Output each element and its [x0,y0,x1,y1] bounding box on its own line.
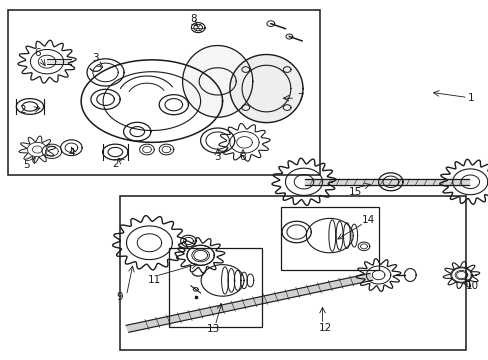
Text: 12: 12 [318,323,331,333]
Text: 13: 13 [207,324,220,334]
Text: 10: 10 [465,281,478,291]
Text: 6: 6 [239,152,246,162]
Text: 4: 4 [68,148,75,158]
Text: 5: 5 [22,159,29,170]
Text: 8: 8 [190,14,196,24]
Bar [281,207,378,270]
Polygon shape [126,273,372,332]
Text: 14: 14 [362,215,375,225]
Text: 11: 11 [147,275,161,285]
Text: 15: 15 [348,187,361,197]
Polygon shape [182,45,252,117]
Text: 9: 9 [117,292,123,302]
Text: 3: 3 [214,152,221,162]
Bar [168,248,261,327]
Text: 2: 2 [20,105,26,115]
Text: 2: 2 [112,159,119,169]
Polygon shape [229,54,303,123]
Text: 7: 7 [297,93,303,103]
Text: 6: 6 [34,48,41,58]
Text: 3: 3 [92,53,99,63]
Text: 1: 1 [467,93,473,103]
Bar [8,10,320,175]
Bar [120,196,466,350]
